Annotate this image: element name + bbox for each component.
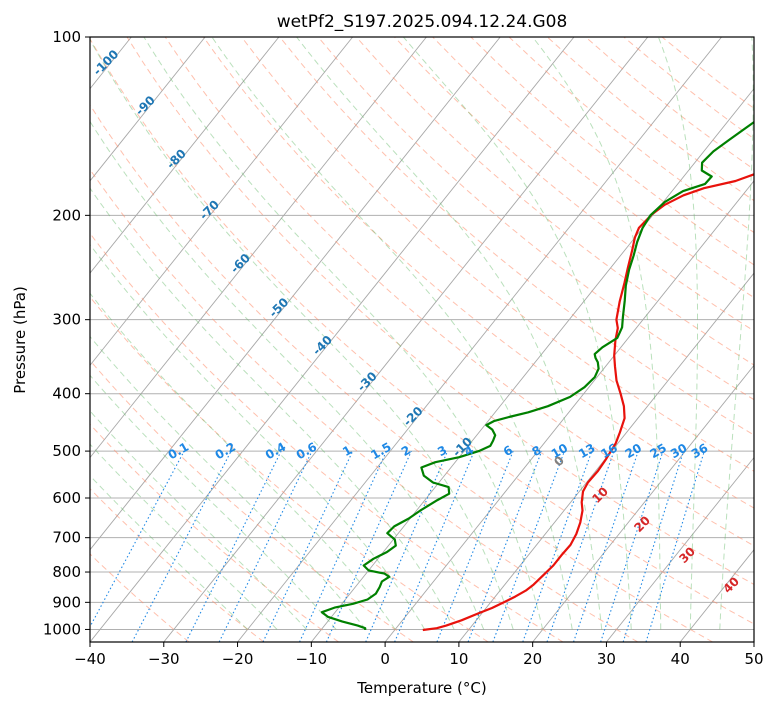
dry-adiabat-line (395, 37, 775, 642)
moist-adiabat-line (533, 37, 661, 629)
mixing-ratio-line (219, 451, 312, 642)
x-tick-label: −30 (148, 650, 180, 668)
mixing-ratio-line (326, 451, 411, 642)
isotherm-line (16, 37, 500, 642)
dry-adiabat-line (89, 37, 775, 642)
moist-adiabat-label: 20 (631, 513, 653, 535)
mixing-ratio-label: 0.1 (166, 440, 191, 463)
mixing-ratio-line (574, 451, 639, 642)
isotherm-line (164, 37, 648, 642)
isotherm-line (238, 37, 722, 642)
y-tick-label: 800 (52, 563, 81, 581)
isotherm-label: -40 (310, 333, 335, 358)
chart-title: wetPf2_S197.2025.094.12.24.G08 (277, 12, 568, 32)
mixing-ratio-label: 13 (576, 441, 597, 461)
x-axis-title: Temperature (°C) (356, 679, 486, 697)
mixing-ratio-label: 25 (647, 441, 668, 461)
mixing-ratio-label: 36 (689, 441, 710, 461)
y-tick-label: 1000 (43, 620, 81, 638)
y-tick-label: 300 (52, 311, 81, 329)
dry-adiabat-line (127, 37, 775, 642)
mixing-ratio-line (263, 451, 353, 642)
isotherm-line (0, 37, 353, 642)
isotherm-line (754, 37, 775, 642)
x-tick-label: −10 (296, 650, 328, 668)
moist-adiabat-label: 40 (720, 574, 742, 596)
dry-adiabat-line (509, 37, 775, 642)
x-axis-ticks: −40 −30 −20 −10 0 10 20 30 40 50 (74, 642, 763, 668)
y-tick-label: 200 (52, 206, 81, 224)
mixing-ratio-line (646, 451, 704, 642)
y-tick-label: 600 (52, 489, 81, 507)
isotherm-label: -20 (400, 404, 425, 429)
y-tick-label: 700 (52, 529, 81, 547)
isotherm-label: -100 (90, 47, 121, 78)
dry-adiabat-line (0, 37, 339, 642)
x-tick-label: 10 (449, 650, 468, 668)
mixing-ratio-line (523, 451, 592, 642)
mixing-ratio-line (437, 451, 513, 642)
x-tick-label: 20 (523, 650, 542, 668)
moist-adiabat-label: 30 (676, 544, 698, 566)
dry-adiabat-line (0, 37, 488, 642)
isotherm-line (459, 37, 775, 642)
y-tick-label: 500 (52, 442, 81, 460)
isotherm-label: -90 (133, 93, 158, 118)
y-axis-title: Pressure (hPa) (11, 286, 29, 394)
moist-adiabat-line (297, 37, 602, 629)
moist-adiabat-line (0, 37, 277, 629)
x-tick-label: 30 (597, 650, 616, 668)
dry-adiabat-line (0, 37, 264, 642)
x-tick-label: −40 (74, 650, 106, 668)
mixing-ratio-label: 30 (668, 441, 689, 461)
isotherm-line (0, 37, 279, 642)
mixing-ratio-line (82, 451, 184, 642)
y-tick-label: 400 (52, 385, 81, 403)
y-tick-label: 100 (52, 28, 81, 46)
mixing-ratio-line (300, 451, 387, 642)
x-tick-label: −20 (222, 650, 254, 668)
isotherm-line (90, 37, 574, 642)
isotherm-label: -70 (197, 197, 222, 222)
isotherm-line (311, 37, 775, 642)
dry-adiabat-line (0, 37, 563, 642)
sounding-series (322, 37, 775, 630)
y-tick-label: 900 (52, 593, 81, 611)
x-tick-label: 50 (744, 650, 763, 668)
isotherm-line (0, 37, 205, 642)
mixing-ratio-line (395, 451, 475, 642)
isotherm-label: -80 (164, 146, 189, 171)
y-axis-ticks: 100 200 300 400 500 600 700 800 900 1000 (43, 28, 90, 638)
mixing-ratio-label: 1.5 (368, 440, 393, 463)
moist-adiabat-line (0, 37, 336, 629)
x-tick-label: 0 (380, 650, 390, 668)
mixing-ratio-line (366, 451, 448, 642)
x-tick-label: 40 (671, 650, 690, 668)
mixing-ratio-label: 0.2 (213, 440, 238, 463)
dewpoint-line (322, 37, 775, 630)
isotherm-line (0, 37, 426, 642)
dry-adiabat-line (471, 37, 775, 642)
moist-adiabat-line (89, 37, 514, 629)
isotherm-label: -60 (228, 251, 253, 276)
mixing-ratio-label: 20 (623, 441, 644, 461)
